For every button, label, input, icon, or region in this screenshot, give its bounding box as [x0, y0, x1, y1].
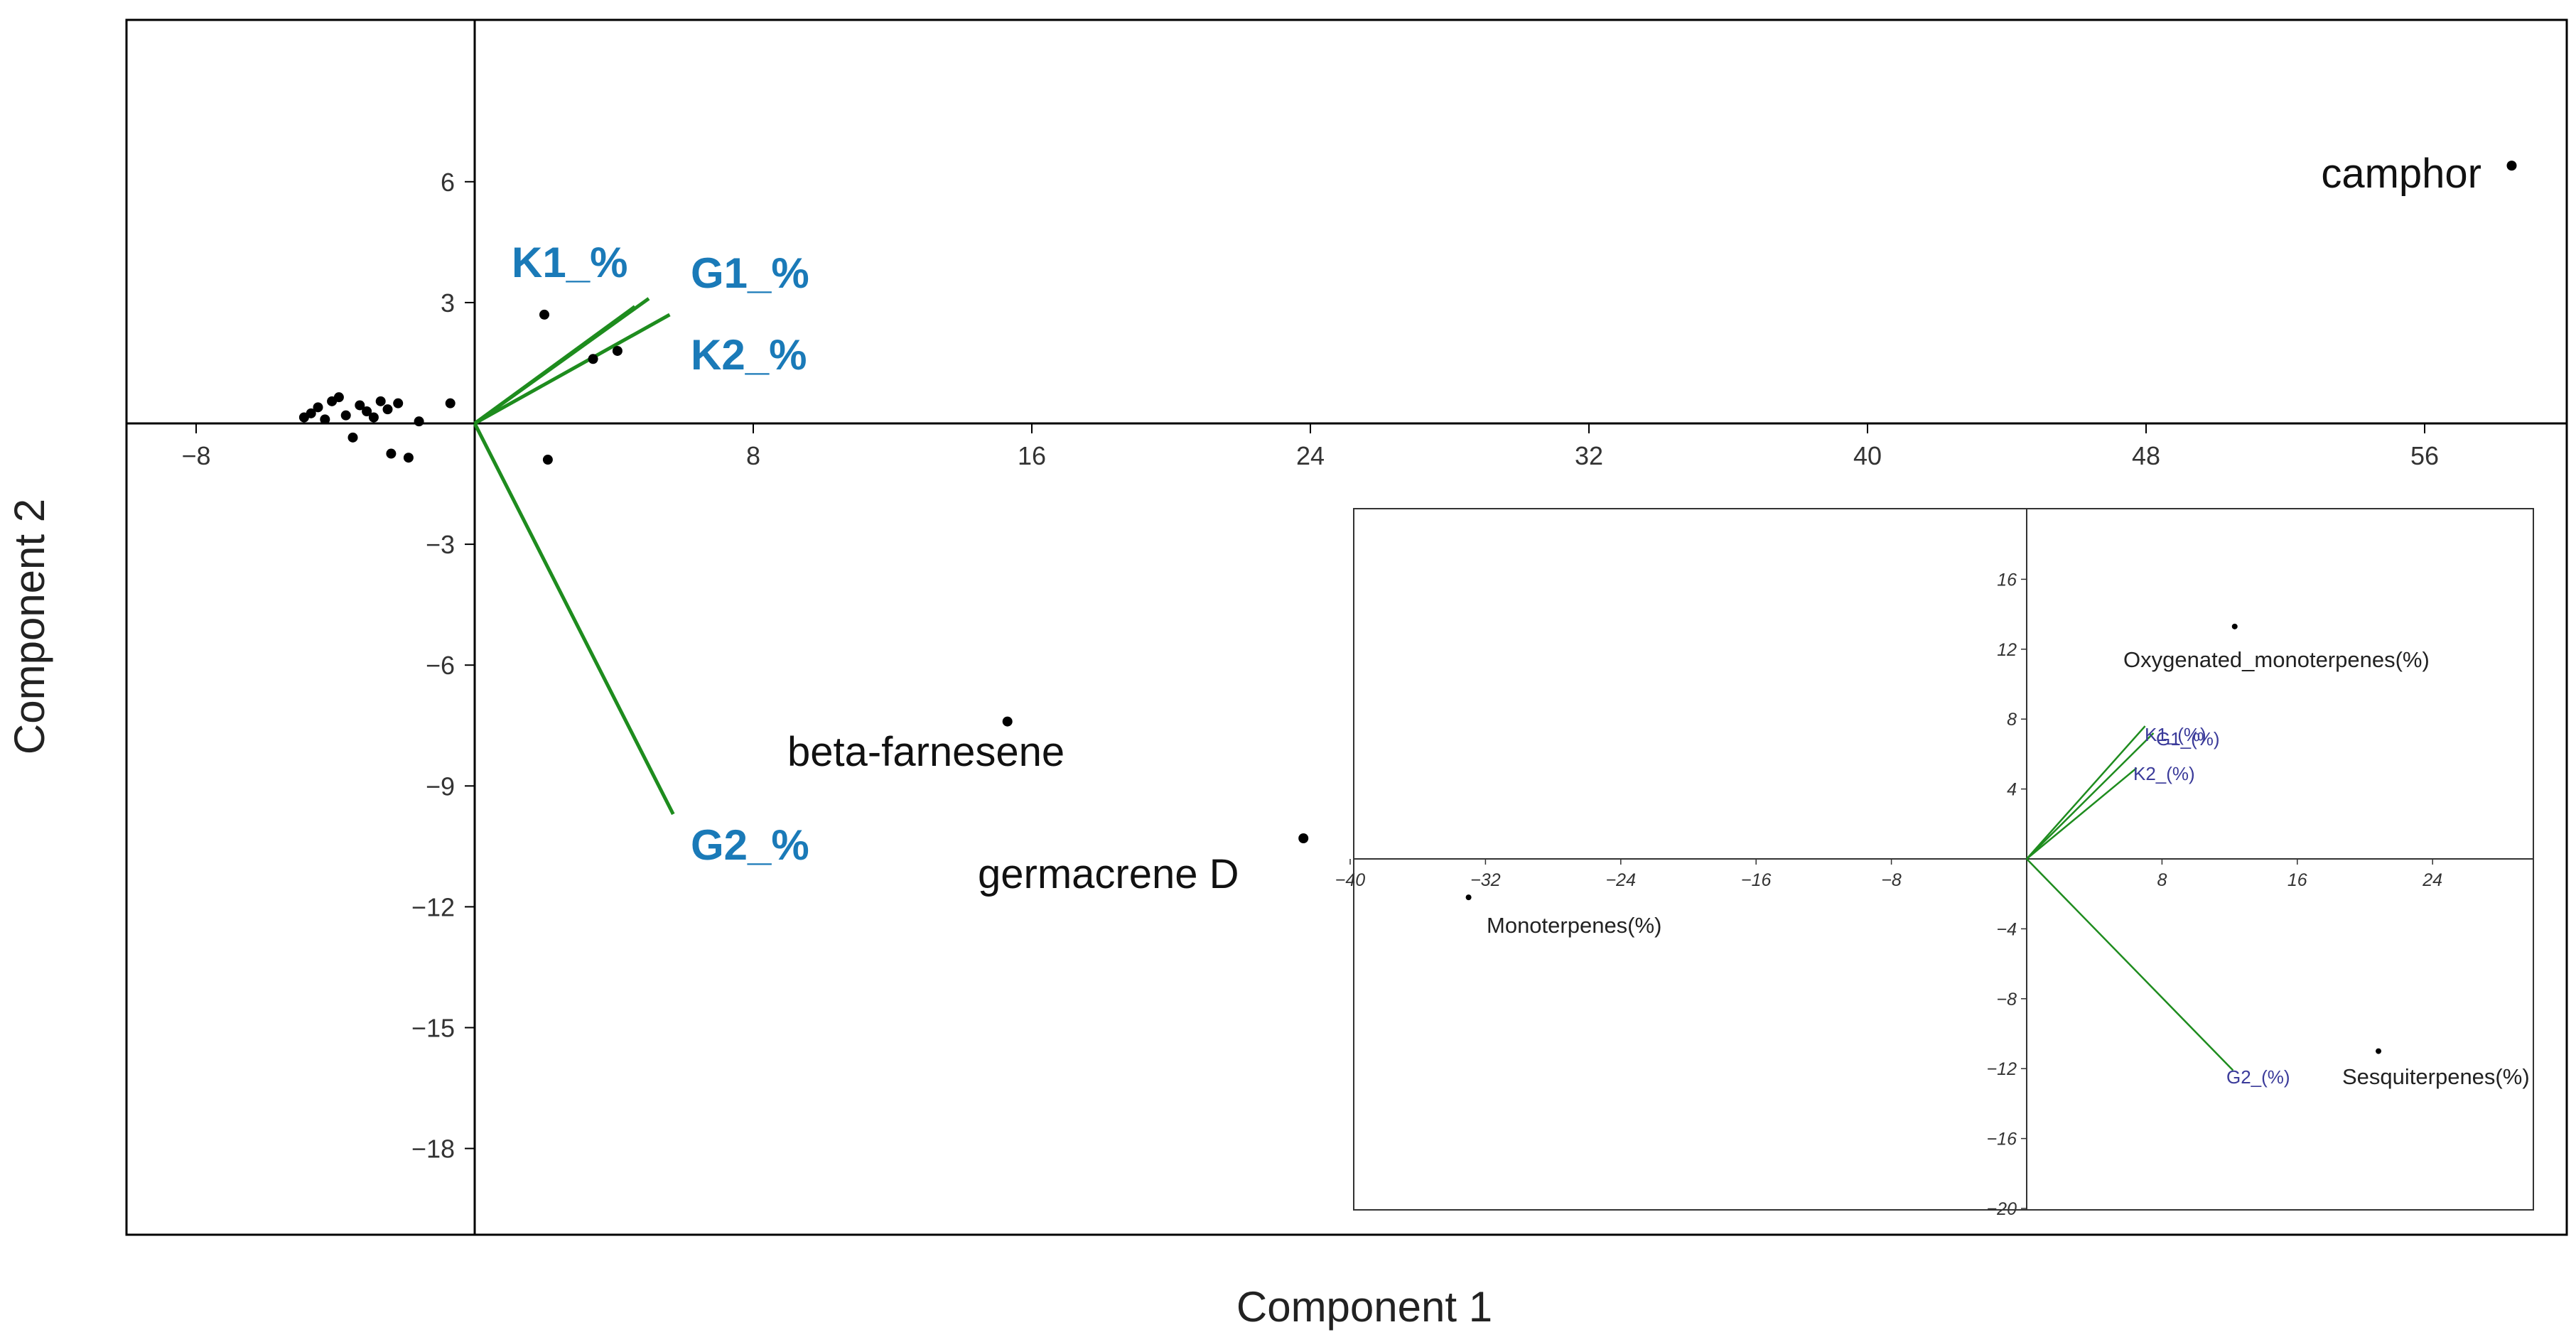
data-point — [375, 396, 386, 406]
x-tick-label: 40 — [1853, 441, 1882, 470]
vector-label: G2_% — [691, 821, 809, 869]
loading-vector — [473, 297, 650, 426]
data-point — [539, 309, 549, 320]
plot-frame — [125, 18, 2568, 1236]
inset-plot: −40 −32 −24 −16 −8 8 16 24 16 12 8 4 −4 −8 −12 −16 −20 K1… — [1335, 508, 2534, 1219]
x-tick-label: −8 — [181, 441, 210, 470]
point-label: beta-farnesene — [787, 729, 1065, 775]
data-point — [393, 398, 404, 408]
vector-label: K1_% — [512, 239, 627, 286]
data-point — [1298, 833, 1309, 844]
data-point — [542, 455, 553, 465]
inset-x-tick-label: −40 — [1335, 870, 1366, 890]
y-tick-label: −9 — [426, 772, 455, 801]
inset-x-tick-label: −32 — [1470, 870, 1501, 890]
inset-x-tick-label: −8 — [1881, 870, 1902, 890]
inset-vector-label: G1_(%) — [2156, 728, 2220, 750]
data-point — [612, 345, 623, 356]
data-point — [306, 408, 316, 418]
inset-x-tick-label: −16 — [1741, 870, 1772, 890]
inset-x-tick-label: 24 — [2422, 870, 2442, 890]
data-point — [333, 392, 344, 403]
x-tick-label: 16 — [1018, 441, 1046, 470]
inset-y-tick-label: 16 — [1997, 570, 2017, 590]
data-point — [386, 448, 397, 459]
inset-y-tick-label: −4 — [1996, 919, 2017, 939]
data-point — [403, 453, 414, 463]
inset-y-tick-label: 4 — [2007, 780, 2017, 800]
inset-x-tick-label: −24 — [1606, 870, 1636, 890]
vector-label: G1_% — [691, 249, 809, 297]
y-tick-label: −12 — [411, 892, 455, 921]
inset-x-tick-label: 16 — [2287, 870, 2307, 890]
data-point — [347, 432, 358, 443]
inset-y-tick-label: −8 — [1996, 990, 2017, 1010]
inset-data-point — [2231, 623, 2238, 629]
data-point — [445, 398, 456, 408]
data-point — [2506, 161, 2517, 171]
data-point — [414, 416, 424, 427]
loading-vector — [473, 422, 675, 816]
data-point — [355, 400, 365, 411]
inset-x-tick-label: 8 — [2157, 870, 2167, 890]
inset-loading-vector — [2026, 732, 2155, 860]
data-point — [368, 412, 379, 423]
x-axis-title: Component 1 — [1236, 1283, 1492, 1331]
inset-point-label: Oxygenated_monoterpenes(%) — [2123, 647, 2430, 672]
inset-y-tick-label: −16 — [1987, 1130, 2017, 1149]
x-tick-label: 48 — [2132, 441, 2160, 470]
data-point — [340, 410, 351, 421]
x-tick-label: 8 — [746, 441, 760, 470]
y-tick-label: −3 — [426, 530, 455, 559]
inset-y-tick-label: −12 — [1987, 1059, 2017, 1079]
vector-label: K2_% — [691, 331, 807, 379]
data-point — [382, 404, 393, 415]
x-tick-label: 56 — [2410, 441, 2439, 470]
y-tick-label: 3 — [441, 288, 455, 318]
inset-y-tick-label: −20 — [1987, 1199, 2017, 1219]
point-label: germacrene D — [978, 851, 1239, 897]
data-point — [362, 406, 372, 416]
y-tick-label: −15 — [411, 1014, 455, 1043]
inset-data-point — [1465, 894, 1472, 901]
data-point — [313, 402, 323, 413]
inset-point-label: Sesquiterpenes(%) — [2342, 1064, 2530, 1089]
y-tick-label: 6 — [441, 168, 455, 197]
x-tick-label: 32 — [1575, 441, 1603, 470]
data-point — [588, 354, 598, 364]
inset-vector-label: K1_(%) — [2145, 724, 2206, 745]
inset-point-label: Monoterpenes(%) — [1487, 913, 1661, 938]
y-tick-label: −6 — [426, 651, 455, 680]
inset-vector-label: K2_(%) — [2133, 763, 2195, 784]
inset-loading-vector — [2026, 858, 2234, 1071]
inset-loading-vector — [2026, 767, 2138, 860]
inset-y-tick-label: 12 — [1997, 640, 2017, 660]
inset-data-point — [2376, 1048, 2382, 1054]
inset-loading-vector — [2026, 725, 2146, 860]
point-label: camphor — [2321, 151, 2481, 197]
data-point — [320, 414, 330, 425]
inset-vector-label: G2_(%) — [2226, 1066, 2290, 1088]
x-tick-label: 24 — [1296, 441, 1325, 470]
loading-vector — [473, 313, 671, 426]
y-axis-title: Component 2 — [6, 499, 53, 754]
y-tick-label: −18 — [411, 1135, 455, 1164]
data-point — [1002, 716, 1013, 727]
inset-y-tick-label: 8 — [2007, 710, 2017, 730]
